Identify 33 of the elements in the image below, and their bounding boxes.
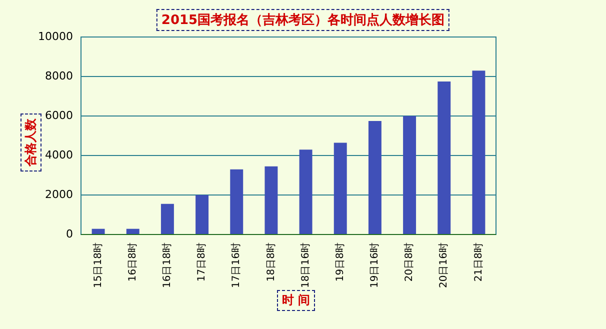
bar [334,142,347,234]
y-tick-label: 8000 [44,69,73,82]
x-tick-label: 20日8时 [403,242,416,282]
chart-title: 2015国考报名（吉林考区）各时间点人数增长图 [156,9,450,31]
bar [299,150,312,234]
x-tick-label: 21日8时 [472,242,484,282]
bar [160,204,174,234]
bar [438,81,451,234]
y-tick-label: 0 [66,227,73,240]
x-tick-label: 16日8时 [126,242,138,282]
bar [472,70,486,234]
x-tick-label: 16日18时 [161,242,174,288]
bar [92,228,105,234]
x-tick-label: 17日16时 [230,242,242,288]
x-tick-label: 17日8时 [196,242,208,282]
x-tick-label: 18日8时 [264,242,277,282]
x-tick-label: 19日8时 [334,242,346,282]
y-tick-label: 2000 [44,188,73,201]
bar [230,169,244,234]
x-tick-label: 19日16时 [368,242,381,288]
x-axis-title: 时 间 [277,290,316,311]
bar [403,116,416,234]
x-tick-label: 20日16时 [438,242,450,288]
y-tick-label: 6000 [44,108,73,122]
bar [196,195,209,234]
y-tick-label: 10000 [38,30,73,43]
x-tick-label: 15日18时 [92,242,104,288]
y-tick-label: 4000 [44,148,73,162]
bar [264,166,278,234]
bar [126,228,140,234]
y-axis-title: 合格人数 [20,114,42,172]
bar [368,120,382,234]
x-tick-label: 18日16时 [299,242,312,288]
